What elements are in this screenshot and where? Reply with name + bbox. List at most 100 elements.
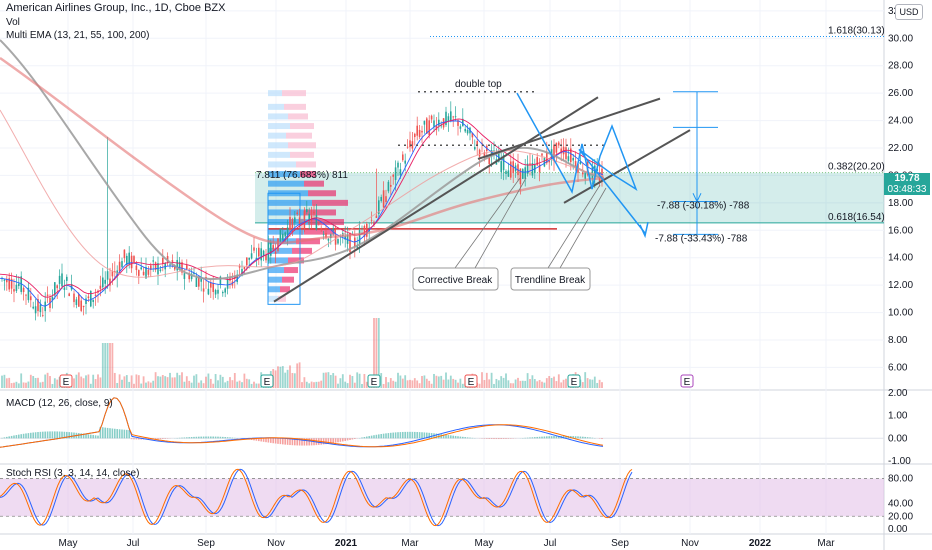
volume-bar — [596, 382, 599, 388]
macd-hist-bar — [558, 435, 560, 439]
macd-hist-bar — [181, 437, 183, 439]
candle-body — [111, 271, 114, 277]
volume-bar — [169, 372, 171, 388]
macd-hist-bar — [284, 438, 286, 445]
macd-hist-bar — [531, 437, 534, 439]
candle-body — [546, 152, 548, 164]
volume-bar — [529, 379, 531, 388]
ema-200 — [0, 56, 605, 245]
macd-hist-bar — [498, 438, 500, 440]
candle-body — [522, 169, 524, 179]
volume-bar — [322, 372, 325, 388]
macd-hist-bar — [51, 431, 54, 439]
macd-hist-bar — [63, 431, 66, 439]
earnings-marker-label: E — [571, 377, 578, 388]
vp-down-bar — [282, 90, 306, 97]
volume-bar — [317, 381, 320, 388]
candle-body — [584, 172, 586, 179]
candle-body — [128, 252, 130, 265]
macd-hist-bar — [279, 438, 282, 445]
macd-hist-bar — [102, 427, 104, 439]
volume-bar — [202, 383, 205, 388]
macd-hist-bar — [387, 433, 390, 439]
candle-body — [471, 132, 474, 138]
candle-body — [354, 237, 356, 248]
volume-bar — [164, 376, 167, 388]
volume-bar — [524, 380, 527, 388]
volume-bar — [245, 378, 248, 388]
macd-hist-bar — [586, 437, 589, 439]
volume-bar — [548, 376, 551, 388]
macd-hist-bar — [366, 436, 368, 439]
macd-hist-bar — [486, 438, 488, 439]
candle-body — [536, 157, 538, 166]
candle-body — [464, 128, 466, 132]
candle-body — [147, 269, 150, 275]
volume-bar — [149, 382, 152, 388]
volume-bar — [543, 382, 546, 388]
price-tick-label: 28.00 — [888, 61, 913, 72]
currency-button[interactable]: USD — [895, 4, 923, 20]
volume-bar — [373, 318, 375, 388]
projection-path — [516, 92, 646, 234]
candle-body — [171, 260, 174, 262]
macd-hist-bar — [56, 431, 58, 439]
candle-body — [188, 273, 190, 280]
volume-bar — [301, 382, 303, 388]
macd-hist-bar — [282, 438, 284, 445]
macd-hist-bar — [99, 426, 102, 439]
candle-body — [159, 269, 162, 271]
candle-body — [397, 162, 399, 168]
candle-body — [483, 152, 486, 157]
candle-body — [104, 279, 106, 284]
candle-body — [27, 287, 30, 301]
volume-bar — [541, 381, 543, 388]
volume-profile — [268, 90, 348, 302]
macd-hist-bar — [447, 435, 450, 439]
price-tick-label: 16.00 — [888, 225, 913, 236]
vp-down-bar — [296, 238, 320, 245]
volume-bar — [176, 372, 179, 388]
candle-body — [296, 212, 298, 215]
macd-hist-bar — [469, 437, 471, 439]
macd-hist-bar — [140, 438, 142, 440]
projection-arrow — [639, 221, 649, 239]
macd-hist-bar — [562, 435, 565, 439]
stoch-d-line — [0, 468, 633, 527]
volume-bar — [286, 369, 289, 388]
ema-55 — [0, 109, 605, 278]
macd-tick-label: -1.00 — [888, 456, 911, 467]
volume-bar — [488, 379, 491, 388]
macd-hist-bar — [66, 431, 68, 439]
vp-down-bar — [304, 209, 336, 216]
macd-hist-bar — [430, 433, 433, 439]
candle-body — [411, 141, 414, 149]
macd-hist-bar — [272, 438, 274, 444]
volume-bar — [226, 380, 229, 388]
vp-up-bar — [268, 132, 286, 139]
candle-body — [373, 221, 375, 225]
macd-hist-bar — [226, 437, 229, 439]
volume-bar — [334, 375, 337, 388]
volume-bar — [3, 374, 6, 388]
candle-body — [529, 163, 531, 165]
vp-up-bar — [268, 180, 304, 187]
candle-body — [260, 248, 262, 261]
volume-bars — [1, 318, 603, 388]
volume-bar — [380, 373, 383, 388]
price-tick-label: 26.00 — [888, 88, 913, 99]
volume-bar — [545, 378, 548, 388]
candle-body — [102, 277, 104, 288]
candle-body — [13, 289, 15, 292]
candle-body — [265, 254, 267, 261]
candle-body — [349, 233, 351, 253]
stoch-tick-label: 0.00 — [888, 524, 908, 535]
vp-up-bar — [268, 228, 304, 235]
volume-bar — [584, 372, 587, 388]
candle-body — [442, 118, 445, 128]
macd-hist-bar — [260, 438, 262, 442]
candle-body — [94, 294, 97, 296]
candle-body — [241, 269, 243, 276]
